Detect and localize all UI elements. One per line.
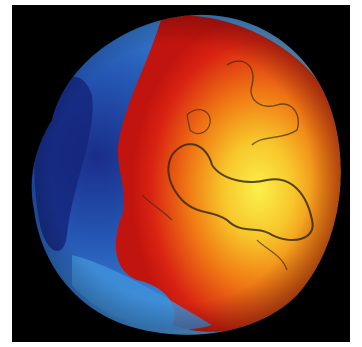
edge-shading	[31, 14, 341, 335]
black-background	[12, 5, 350, 342]
geoid-globe-image	[31, 14, 341, 335]
